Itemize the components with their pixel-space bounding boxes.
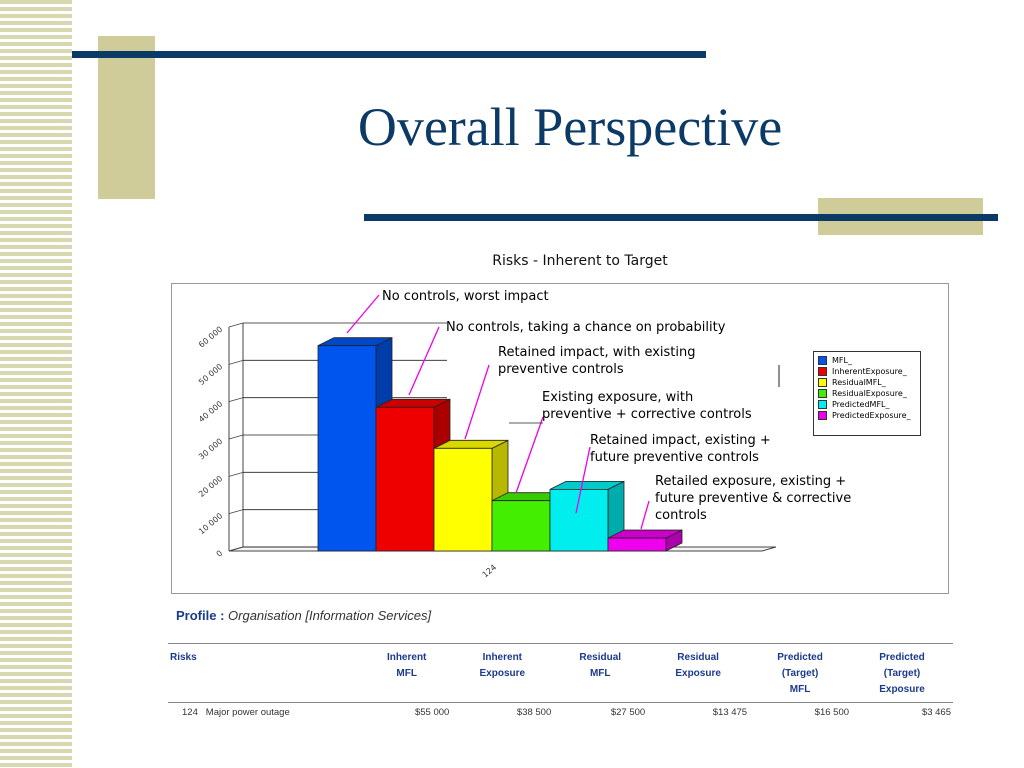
y-tick-label: 50 000 <box>197 362 224 387</box>
annotation-leaders <box>346 294 780 530</box>
table-cell: $13 475 <box>712 707 748 718</box>
bar-front <box>317 345 377 552</box>
chart-title: Risks - Inherent to Target <box>492 253 668 269</box>
legend-swatch <box>818 378 827 387</box>
table-cell: $16 500 <box>814 707 850 718</box>
annotation-5: Retained impact, existing + future preven… <box>590 432 771 466</box>
annotation-leader <box>575 446 591 514</box>
y-tick-label: 0 <box>215 549 225 559</box>
legend-entry: PredictedExposure_ <box>818 410 916 421</box>
legend-entry: ResidualMFL_ <box>818 377 916 388</box>
legend-entry: ResidualExposure_ <box>818 388 916 399</box>
annotation-3: Retained impact, with existing preventive… <box>498 344 696 378</box>
navy-line-top <box>72 51 706 58</box>
table-cell: $3 465 <box>921 707 951 718</box>
annotation-leader <box>464 364 490 440</box>
annotation-4: Existing exposure, with preventive + corr… <box>542 389 752 423</box>
header-predicted-exposure: Predicted (Target) Exposure <box>851 643 953 703</box>
annotation-leader <box>640 500 650 530</box>
left-stripe-decoration <box>0 0 72 768</box>
table-cell: $27 500 <box>610 707 646 718</box>
risk-id: 124 <box>182 707 198 718</box>
annotation-text: No controls, taking a chance on probabil… <box>446 320 726 335</box>
y-tick-label: 30 000 <box>197 437 224 462</box>
legend-entry: MFL_ <box>818 355 916 366</box>
annotation-text: future preventive & corrective <box>655 491 852 506</box>
x-tick-label: 124 <box>481 563 498 580</box>
legend-swatch <box>818 400 827 409</box>
legend-label: ResidualMFL_ <box>832 378 886 387</box>
header-predicted-mfl: Predicted (Target) MFL <box>749 643 852 703</box>
header-risks: Risks <box>168 643 362 703</box>
gridline-depth <box>228 397 244 403</box>
legend-label: ResidualExposure_ <box>832 389 907 398</box>
annotation-leader <box>346 294 380 334</box>
header-residual-exposure: Residual Exposure <box>647 643 750 703</box>
annotation-text: Existing exposure, with <box>542 390 694 405</box>
bar-front <box>433 447 493 552</box>
chart-x-ticks: 124 <box>481 563 498 580</box>
annotation-6: Retailed exposure, existing + future prev… <box>655 473 851 524</box>
bar-chart: 0 10 000 20 000 30 000 40 000 50 000 60 000 12… <box>197 294 780 580</box>
tan-block-top <box>98 36 155 199</box>
y-tick-label: 20 000 <box>197 474 224 499</box>
annotation-text: Retailed exposure, existing + <box>655 474 847 489</box>
annotation-text: future preventive controls <box>590 450 759 465</box>
legend-label: PredictedMFL_ <box>832 400 890 409</box>
profile-value: Organisation [Information Services] <box>228 608 432 623</box>
header-inherent-mfl: Inherent MFL <box>362 643 452 703</box>
chart-y-ticks: 0 10 000 20 000 30 000 40 000 50 000 60 000 <box>197 325 224 559</box>
annotation-text: No controls, worst impact <box>382 289 549 304</box>
annotation-text: preventive + corrective controls <box>542 407 752 422</box>
annotation-leader <box>408 326 440 396</box>
bar-front <box>607 537 667 552</box>
gridline-depth <box>228 509 244 515</box>
legend-swatch <box>818 389 827 398</box>
bar-front <box>491 500 551 552</box>
table-cell: $55 000 <box>414 707 450 718</box>
bar-predictedexposure <box>607 529 683 552</box>
annotation-text: Retained impact, with existing <box>498 345 696 360</box>
annotation-text: Retained impact, existing + <box>590 433 771 448</box>
y-tick-label: 10 000 <box>197 511 224 536</box>
table-cell: $38 500 <box>516 707 552 718</box>
bar-front <box>375 406 435 552</box>
legend-swatch <box>818 411 827 420</box>
annotation-text: controls <box>655 508 707 523</box>
risk-cell: 124 Major power outage <box>168 703 362 723</box>
profile-label: Profile : <box>176 608 225 623</box>
legend-entry: PredictedMFL_ <box>818 399 916 410</box>
risk-name: Major power outage <box>205 707 290 718</box>
legend-swatch <box>818 367 827 376</box>
bar-predictedmfl <box>549 480 625 552</box>
y-tick-label: 40 000 <box>197 399 224 424</box>
legend-swatch <box>818 356 827 365</box>
legend-label: MFL_ <box>832 356 852 365</box>
chart-legend: MFL_ InherentExposure_ ResidualMFL_ Resi… <box>813 351 921 436</box>
annotation-leader <box>515 416 544 494</box>
header-residual-mfl: Residual MFL <box>553 643 648 703</box>
legend-label: PredictedExposure_ <box>832 411 911 420</box>
annotation-2: No controls, taking a chance on probabil… <box>446 319 725 336</box>
profile-line: Profile : Organisation [Information Serv… <box>176 608 431 623</box>
risk-table: Risks Inherent MFL Inherent Exposure Resid… <box>168 643 953 722</box>
table-header-row: Risks Inherent MFL Inherent Exposure Resid… <box>168 643 953 703</box>
gridline-depth <box>228 471 244 477</box>
gridline-depth <box>228 546 244 552</box>
gridline-depth <box>228 322 244 328</box>
annotation-1: No controls, worst impact <box>382 288 549 305</box>
header-inherent-exposure: Inherent Exposure <box>451 643 554 703</box>
gridline-depth <box>228 359 244 365</box>
navy-line-bottom <box>364 214 998 221</box>
legend-entry: InherentExposure_ <box>818 366 916 377</box>
slide-title: Overall Perspective <box>357 97 783 157</box>
table-row: 124 Major power outage $55 000 $38 500 $… <box>168 703 953 723</box>
gridline-depth <box>228 434 244 440</box>
chart-bars <box>317 337 683 552</box>
legend-label: InherentExposure_ <box>832 367 907 376</box>
y-tick-label: 60 000 <box>197 325 224 350</box>
annotation-text: preventive controls <box>498 362 624 377</box>
